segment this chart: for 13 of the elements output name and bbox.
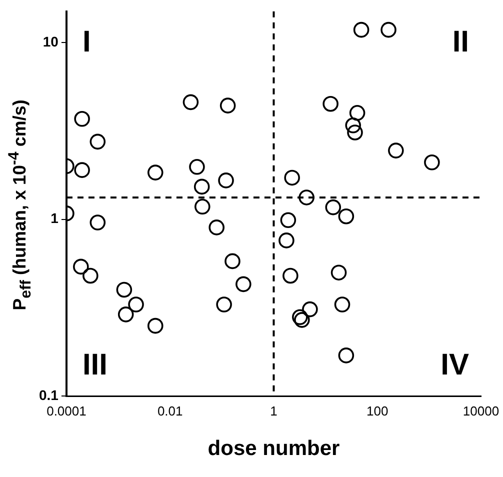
annotation: IV [440, 348, 469, 382]
x-tick-label: 0.01 [157, 404, 183, 419]
x-tick-label: 10000 [462, 404, 500, 419]
y-tick-label: 0.1 [38, 387, 59, 404]
x-axis-title: dose number [208, 437, 340, 460]
x-tick-label: 1 [270, 404, 278, 419]
x-tick-label: 100 [366, 404, 388, 419]
y-tick-label: 1 [50, 210, 59, 226]
annotation: I [82, 26, 91, 59]
annotation: III [82, 348, 108, 382]
annotation: II [452, 26, 469, 59]
y-tick-label: 10 [42, 33, 59, 50]
x-tick-label: 0.0001 [46, 404, 86, 419]
